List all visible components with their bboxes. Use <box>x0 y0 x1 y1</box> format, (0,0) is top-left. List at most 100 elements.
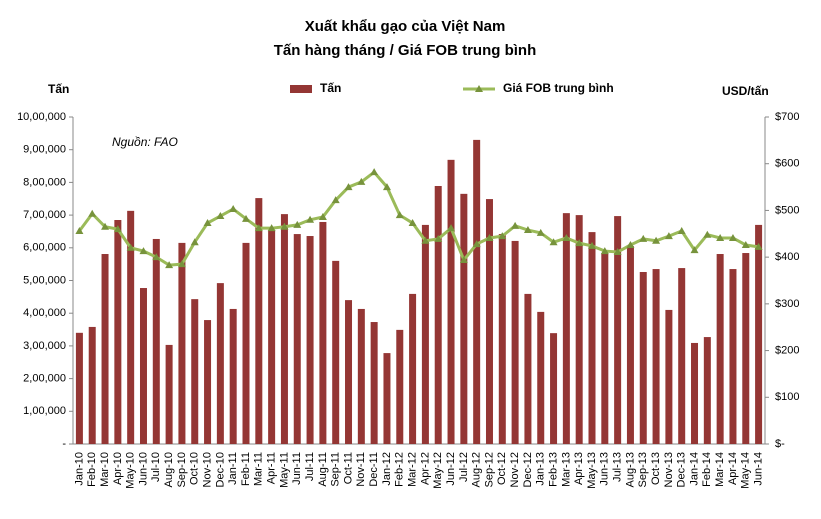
x-tick-label: Sep-11 <box>330 452 342 487</box>
x-tick-label: Apr-13 <box>573 452 585 485</box>
marker <box>703 230 712 238</box>
y-tick-label: - <box>62 438 66 450</box>
marker <box>664 232 673 240</box>
marker <box>434 234 443 242</box>
marker <box>126 243 135 251</box>
x-tick-label: Mar-14 <box>714 452 726 487</box>
bar <box>229 308 237 444</box>
x-tick-label: May-13 <box>586 452 598 489</box>
y2-tick-label: $600 <box>775 158 799 170</box>
marker <box>652 236 661 244</box>
bar <box>139 288 147 444</box>
bar <box>729 269 737 444</box>
x-tick-label: Feb-10 <box>86 452 98 487</box>
y-tick-label: 10,00,000 <box>17 111 66 123</box>
y-tick-label: 9,00,000 <box>23 144 66 156</box>
legend-swatch <box>290 85 312 93</box>
marker <box>190 238 199 246</box>
bar <box>537 311 545 444</box>
x-tick-label: Jul-11 <box>304 452 316 481</box>
marker <box>318 212 327 220</box>
x-tick-label: May-10 <box>125 452 137 489</box>
x-tick-label: Oct-10 <box>189 452 201 485</box>
marker <box>728 233 737 241</box>
marker <box>113 225 122 233</box>
bar <box>562 213 570 444</box>
marker <box>139 247 148 255</box>
marker <box>472 240 481 248</box>
marker <box>293 220 302 228</box>
marker <box>511 221 520 229</box>
marker <box>447 224 456 232</box>
annotation: Nguồn: FAO <box>112 135 178 149</box>
x-tick-label: Apr-14 <box>727 452 739 485</box>
bar <box>550 333 558 444</box>
bar <box>280 214 288 444</box>
y2-tick-label: $400 <box>775 251 799 263</box>
marker <box>306 215 315 223</box>
bar <box>742 253 750 444</box>
y-tick-label: 6,00,000 <box>23 242 66 254</box>
bar <box>319 221 327 444</box>
bar <box>421 224 429 444</box>
bar <box>165 344 173 444</box>
bar <box>691 342 699 444</box>
y2-tick-label: $100 <box>775 391 799 403</box>
marker <box>677 226 686 234</box>
bar <box>191 299 199 444</box>
bar <box>101 254 109 444</box>
marker <box>459 255 468 263</box>
x-tick-label: Aug-10 <box>163 452 175 487</box>
marker <box>754 242 763 250</box>
marker <box>575 239 584 247</box>
x-tick-label: Apr-11 <box>266 452 278 484</box>
marker <box>421 236 430 244</box>
marker <box>498 232 507 240</box>
bar <box>755 224 763 444</box>
marker <box>626 240 635 248</box>
x-tick-label: Jun-13 <box>599 452 611 486</box>
x-tick-label: Dec-11 <box>368 452 380 487</box>
marker <box>357 177 366 185</box>
legend-label: Giá FOB trung bình <box>503 81 614 95</box>
marker <box>600 247 609 255</box>
bar <box>716 254 724 444</box>
legend-label: Tấn <box>320 81 341 95</box>
x-tick-label: Mar-11 <box>253 452 265 486</box>
marker <box>639 234 648 242</box>
x-tick-label: Jun-14 <box>752 452 764 486</box>
marker <box>562 233 571 241</box>
marker <box>523 226 532 234</box>
x-tick-label: Jul-13 <box>612 452 624 482</box>
x-tick-label: Mar-13 <box>560 452 572 487</box>
y2-tick-label: $500 <box>775 204 799 216</box>
y-tick-label: 7,00,000 <box>23 209 66 221</box>
bar <box>204 320 212 444</box>
y2-tick-label: $300 <box>775 298 799 310</box>
bar <box>652 269 660 444</box>
bar <box>216 283 224 444</box>
x-tick-label: Jan-13 <box>535 452 547 486</box>
bar <box>409 293 417 444</box>
bar <box>383 353 391 444</box>
x-tick-label: Feb-13 <box>547 452 559 487</box>
chart-title: Xuất khẩu gạo của Việt Nam <box>305 18 506 35</box>
bar <box>524 293 532 444</box>
marker <box>229 205 238 213</box>
bar <box>665 309 673 444</box>
x-tick-label: May-11 <box>278 452 290 488</box>
marker <box>690 246 699 254</box>
x-tick-label: Aug-13 <box>624 452 636 487</box>
y2-axis-label: USD/tấn <box>722 84 769 98</box>
bar <box>473 139 481 444</box>
bar <box>396 329 404 444</box>
bar <box>332 260 340 444</box>
marker <box>177 260 186 268</box>
x-tick-label: Jun-11 <box>291 452 303 485</box>
y2-tick-label: $- <box>775 438 785 450</box>
bar <box>306 236 314 444</box>
x-tick-label: Sep-10 <box>176 452 188 487</box>
bar <box>357 308 365 444</box>
bar <box>498 234 506 444</box>
